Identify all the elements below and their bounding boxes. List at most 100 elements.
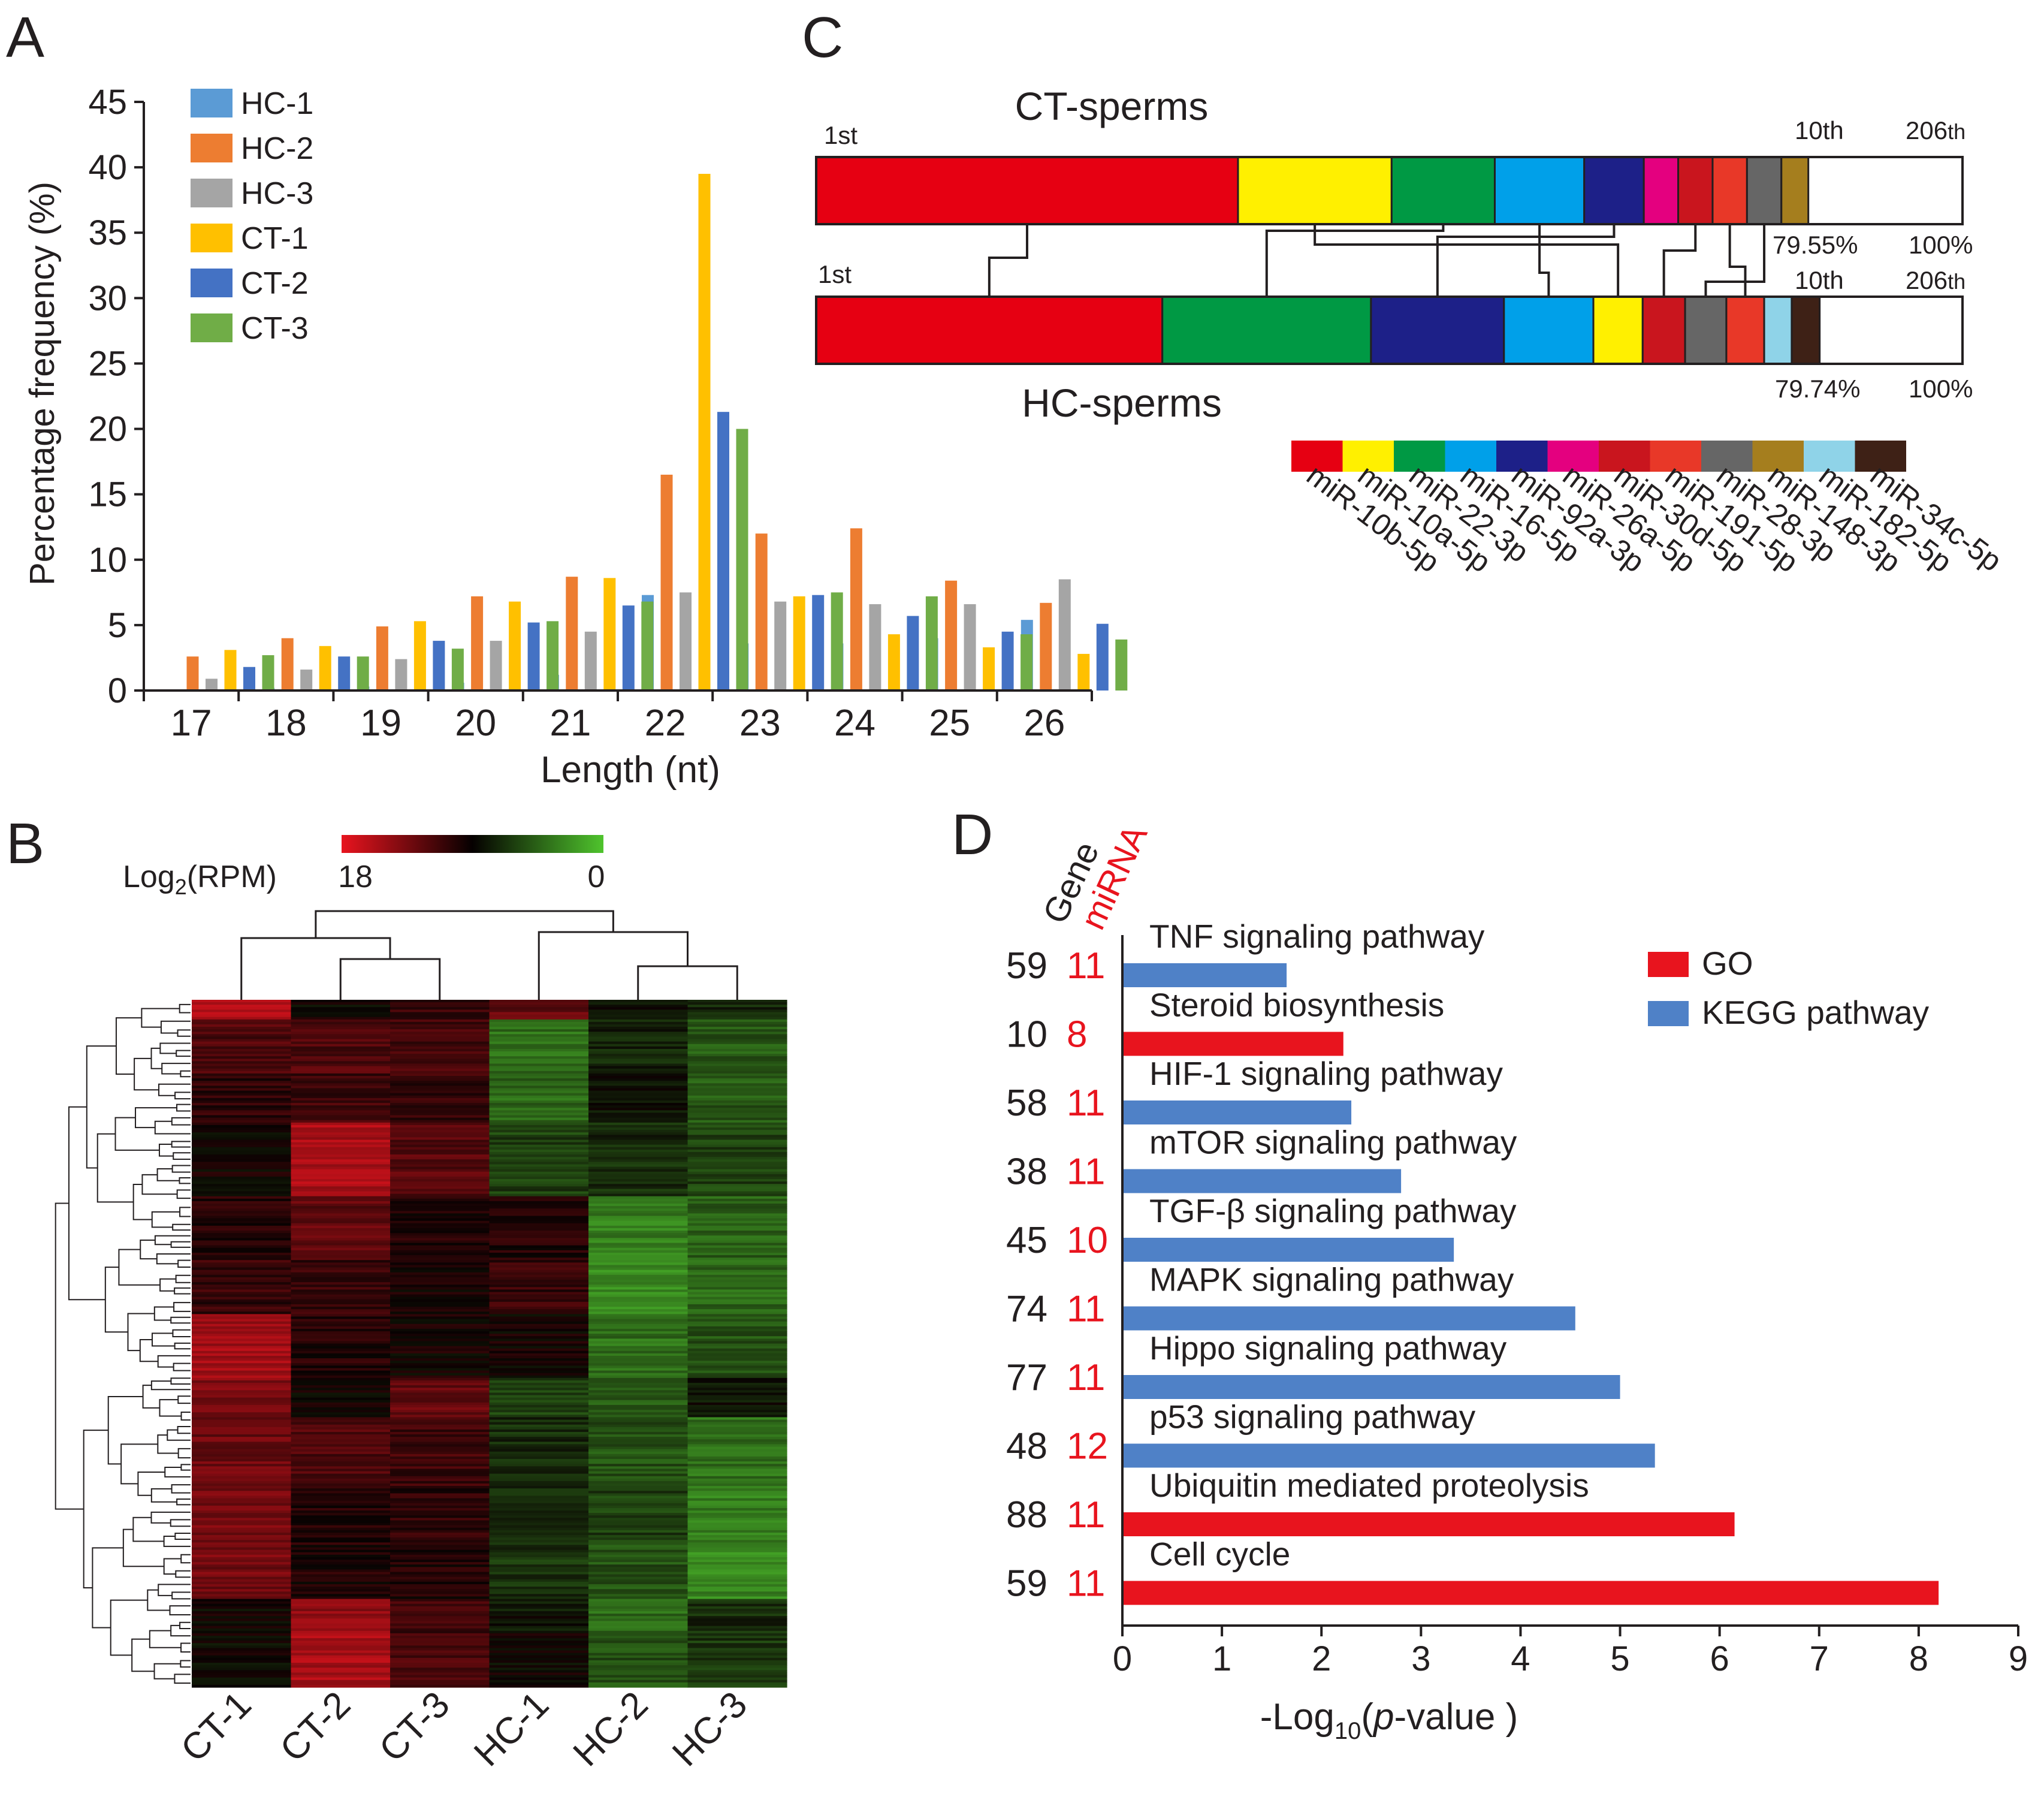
heat-cell [687, 1515, 787, 1518]
heat-cell [588, 1075, 689, 1079]
heat-cell [390, 1250, 490, 1253]
heat-cell [687, 1218, 787, 1222]
heat-cell [588, 1576, 689, 1580]
heat-cell [291, 1144, 391, 1148]
heat-cell [390, 1061, 490, 1065]
heat-cell [687, 1459, 787, 1462]
heat-cell [687, 1088, 787, 1092]
heat-cell [687, 1323, 787, 1327]
heat-cell [390, 1321, 490, 1325]
heat-cell [291, 1247, 391, 1251]
xlabel-log: -Log [1260, 1696, 1335, 1738]
heat-cell [390, 1542, 490, 1546]
heat-cell [390, 1299, 490, 1302]
heat-cell [291, 1166, 391, 1170]
heat-cell [291, 1650, 391, 1654]
heat-cell [588, 1431, 689, 1435]
heat-cell [588, 1552, 689, 1555]
heat-cell [489, 1193, 589, 1197]
heat-cell [192, 1370, 292, 1374]
legend-swatch-HC-3 [191, 179, 233, 207]
gene-count-3: 38 [1006, 1151, 1047, 1193]
heat-cell [489, 1274, 589, 1278]
heat-cell [489, 1576, 589, 1580]
heat-cell [291, 1614, 391, 1617]
panel-b-heatmap: Log2(RPM) 18 0 CT-1 CT-2 CT-3 HC-1 HC-2 HC-3 [55, 835, 787, 1774]
heat-cell [687, 1513, 787, 1516]
row-dendrogram-branch [179, 1621, 191, 1629]
bar-TGF-β signaling pathway [1122, 1238, 1454, 1262]
heat-cell [291, 1193, 391, 1197]
heat-cell [390, 1459, 490, 1462]
heat-cell [390, 1304, 490, 1307]
heat-cell [390, 1675, 490, 1678]
heat-cell [687, 1390, 787, 1394]
heat-cell [192, 1599, 292, 1602]
heat-cell [588, 1292, 689, 1295]
heat-cell [291, 1279, 391, 1283]
heat-cell [588, 1675, 689, 1678]
heat-cell [489, 1326, 589, 1329]
heat-cell [489, 1481, 589, 1484]
heat-cell [489, 1584, 589, 1587]
heat-cell [291, 1019, 391, 1023]
heat-cell [390, 1285, 490, 1288]
heat-cell [390, 1653, 490, 1656]
heat-cell [390, 1245, 490, 1249]
legend-swatch-miR-10a-5p [1342, 441, 1394, 472]
heat-cell [489, 1024, 589, 1027]
heat-cell [291, 1486, 391, 1489]
heat-cell [489, 1684, 589, 1688]
heat-cell [588, 1151, 689, 1155]
heat-cell [489, 1459, 589, 1462]
heat-cell [390, 1471, 490, 1475]
heat-cell [291, 1088, 391, 1092]
heat-cell [687, 1628, 787, 1632]
heat-cell [390, 1176, 490, 1180]
heat-cell [588, 1154, 689, 1157]
heat-cell [687, 1159, 787, 1162]
heat-cell [192, 1162, 292, 1165]
heat-cell [588, 1265, 689, 1268]
heat-cell [291, 1255, 391, 1258]
legend-label-HC-3: HC-3 [241, 176, 313, 211]
heat-cell [489, 1169, 589, 1172]
heat-cell [588, 1334, 689, 1337]
panel-c-connector-lines [988, 224, 1766, 297]
heat-cell [687, 1471, 787, 1475]
heat-cell [489, 1670, 589, 1674]
heat-cell [390, 1537, 490, 1540]
heat-cell [588, 1061, 689, 1065]
heat-cell [291, 1540, 391, 1543]
heat-cell [489, 1223, 589, 1226]
heat-cell [588, 1338, 689, 1342]
heat-cell [291, 1285, 391, 1288]
heat-cell [588, 1348, 689, 1352]
heat-cell [192, 1348, 292, 1352]
heat-cell [687, 1348, 787, 1352]
heat-cell [489, 1473, 589, 1477]
heat-cell [390, 1029, 490, 1032]
heat-cell [390, 1142, 490, 1145]
heat-cell [687, 1424, 787, 1428]
heat-cell [687, 1547, 787, 1551]
heat-cell [588, 1670, 689, 1674]
heat-cell [390, 1112, 490, 1116]
heat-cell [291, 1027, 391, 1030]
heat-cell [390, 1358, 490, 1361]
heat-cell [687, 1296, 787, 1300]
heat-cell [390, 1599, 490, 1602]
heat-cell [291, 1434, 391, 1437]
heat-cell [390, 1525, 490, 1528]
heat-cell [687, 1650, 787, 1654]
row-dendrogram-branch [150, 1047, 162, 1069]
bar-CT-1-17 [224, 650, 237, 691]
heat-cell [291, 1653, 391, 1656]
heat-cell [291, 1334, 391, 1337]
heat-cell [291, 1036, 391, 1040]
heat-cell [390, 1135, 490, 1138]
heat-cell [192, 1100, 292, 1103]
heat-cell [588, 1459, 689, 1462]
bar-CT-2-21 [622, 605, 635, 691]
heat-cell [588, 1245, 689, 1249]
